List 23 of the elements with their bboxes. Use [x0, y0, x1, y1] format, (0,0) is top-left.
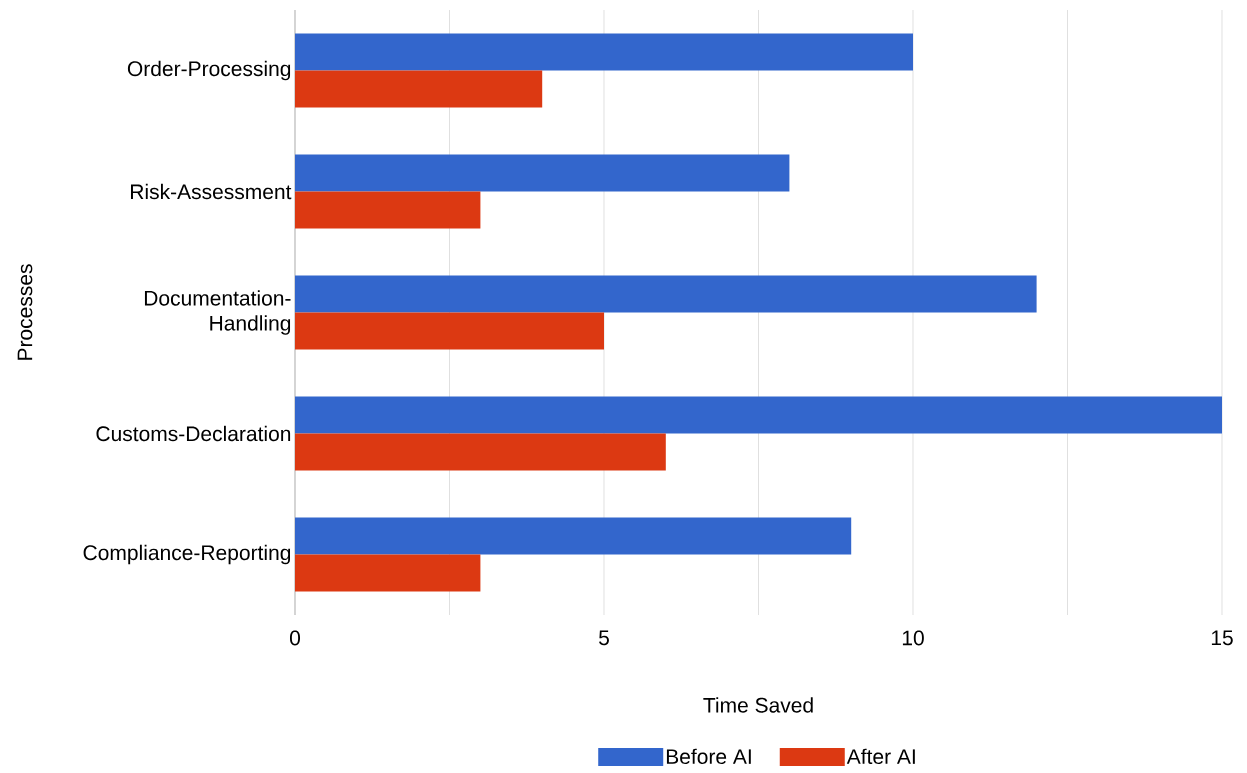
legend-label: After AI [846, 748, 915, 765]
bar [295, 396, 1222, 434]
bar [295, 191, 481, 229]
bar [295, 312, 604, 350]
x-axis-title: Time Saved [703, 697, 813, 713]
y-tick-label: Customs-Declaration [96, 425, 291, 442]
y-tick-label: Order-Processing [127, 60, 291, 81]
x-tick-label: 10 [902, 630, 924, 646]
bar [295, 554, 481, 592]
x-tick-label: 0 [289, 630, 301, 646]
bar [295, 517, 852, 555]
bar [295, 154, 790, 192]
y-tick-label: Documentation-Handling [144, 290, 291, 335]
y-axis-title: Processes [17, 264, 33, 360]
x-tick-label: 5 [599, 630, 609, 646]
legend-label: Before AI [666, 748, 751, 765]
y-tick-label: Risk-Assessment [131, 183, 292, 200]
y-tick-label: Compliance-Reporting [83, 544, 291, 565]
bar [295, 275, 1037, 313]
bar [295, 33, 913, 71]
bar [295, 433, 666, 471]
x-tick-label: 15 [1211, 630, 1233, 646]
bar [295, 70, 543, 108]
